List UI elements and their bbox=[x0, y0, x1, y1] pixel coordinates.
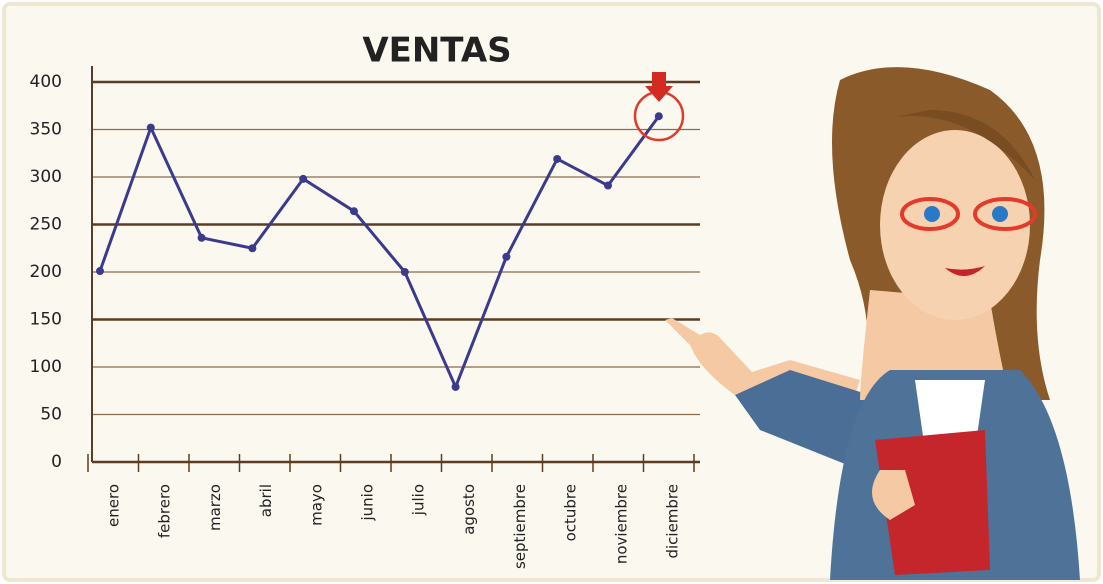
point bbox=[452, 383, 460, 391]
y-tick-label: 350 bbox=[30, 120, 62, 140]
x-tick-label: junio bbox=[359, 484, 377, 522]
point bbox=[299, 175, 307, 183]
x-tick-label: mayo bbox=[308, 484, 326, 526]
x-tick-label: noviembre bbox=[613, 484, 631, 564]
page: VENTAS 0 50 100 150 200 250 300 350 400 enero feb… bbox=[0, 0, 1103, 584]
point bbox=[604, 182, 612, 190]
x-tick-label: febrero bbox=[155, 484, 173, 538]
eye-right bbox=[992, 206, 1008, 222]
x-tick-label: abril bbox=[257, 484, 275, 517]
chart: VENTAS 0 50 100 150 200 250 300 350 400 enero feb… bbox=[0, 0, 1103, 584]
point bbox=[401, 268, 409, 276]
point bbox=[96, 267, 104, 275]
y-tick-label: 0 bbox=[51, 452, 62, 472]
y-tick-label: 400 bbox=[30, 72, 62, 92]
y-tick-label: 50 bbox=[40, 405, 62, 425]
point bbox=[350, 207, 358, 215]
x-tick-label: octubre bbox=[562, 484, 580, 541]
x-tick-label: agosto bbox=[460, 484, 478, 535]
chart-title: VENTAS bbox=[362, 31, 511, 71]
y-tick-label: 300 bbox=[30, 167, 62, 187]
point bbox=[553, 155, 561, 163]
y-tick-label: 150 bbox=[30, 310, 62, 330]
point bbox=[655, 112, 663, 120]
x-tick-label: julio bbox=[409, 484, 427, 516]
point bbox=[198, 234, 206, 242]
x-tick-label: diciembre bbox=[663, 484, 681, 559]
y-tick-label: 250 bbox=[30, 215, 62, 235]
x-tick-label: septiembre bbox=[511, 484, 529, 569]
x-tick-label: marzo bbox=[206, 484, 224, 531]
y-tick-label: 100 bbox=[30, 357, 62, 377]
eye-left bbox=[924, 206, 940, 222]
point bbox=[147, 124, 155, 132]
face bbox=[880, 130, 1030, 320]
x-tick-label: enero bbox=[105, 484, 123, 527]
point bbox=[502, 253, 510, 261]
point bbox=[248, 244, 256, 252]
y-tick-label: 200 bbox=[30, 262, 62, 282]
